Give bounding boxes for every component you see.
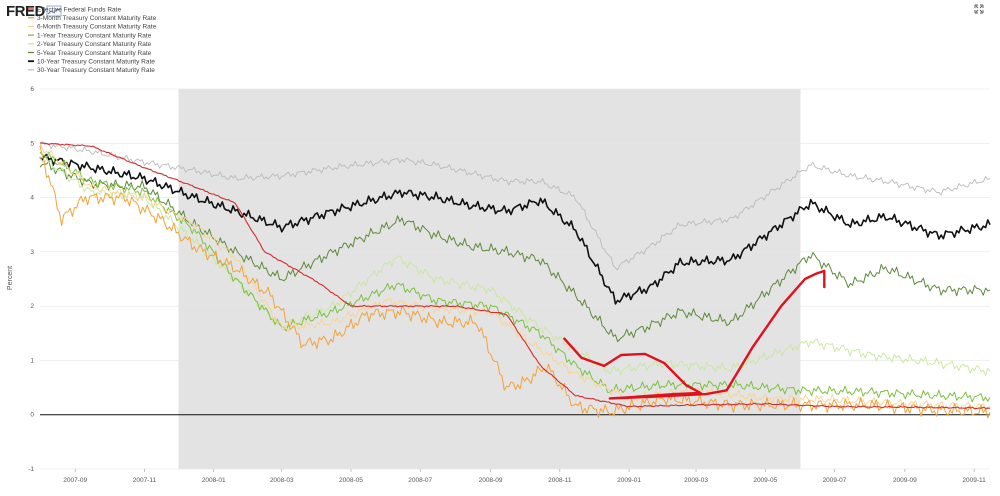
x-tick-label: 2008-03 — [270, 477, 294, 484]
header: FRED Effective Federal Funds Rate 3-Month… — [6, 3, 984, 74]
y-tick-label: 3 — [30, 249, 34, 256]
legend-label: 2-Year Treasury Constant Maturity Rate — [37, 41, 152, 48]
legend-label: 30-Year Treasury Constant Maturity Rate — [37, 67, 155, 74]
y-tick-label: 6 — [30, 86, 34, 93]
series-line-effective-federal-funds-rate — [40, 142, 990, 410]
legend-label: Effective Federal Funds Rate — [37, 6, 121, 13]
legend-item[interactable]: 1-Year Treasury Constant Maturity Rate — [28, 32, 152, 39]
series-line-3-month-treasury-constant-maturity-rate — [39, 145, 991, 419]
legend-item[interactable]: 6-Month Treasury Constant Maturity Rate — [28, 24, 157, 31]
y-tick-label: 2 — [30, 303, 34, 310]
legend-item[interactable]: 10-Year Treasury Constant Maturity Rate — [28, 59, 155, 66]
recession-shading — [178, 89, 801, 469]
x-tick-label: 2009-01 — [617, 477, 641, 484]
x-tick-label: 2009-03 — [684, 477, 708, 484]
legend-item[interactable]: 5-Year Treasury Constant Maturity Rate — [28, 50, 152, 57]
fred-logo-icon — [46, 5, 62, 17]
legend-item[interactable]: 2-Year Treasury Constant Maturity Rate — [28, 41, 152, 48]
gridlines — [40, 88, 990, 470]
y-tick-label: 0 — [30, 412, 34, 419]
legend-item[interactable]: 30-Year Treasury Constant Maturity Rate — [28, 67, 155, 74]
fred-logo: FRED — [6, 3, 46, 20]
hand-drawn-annotation — [563, 269, 826, 400]
series-line-30-year-treasury-constant-maturity-rate — [39, 141, 991, 271]
x-tick-label: 2008-09 — [479, 477, 503, 484]
x-tick-label: 2007-09 — [63, 477, 87, 484]
x-tick-label: 2009-09 — [893, 477, 917, 484]
legend: Effective Federal Funds Rate 3-Month Trea… — [28, 6, 157, 74]
legend-label: 1-Year Treasury Constant Maturity Rate — [37, 32, 152, 39]
legend-label: 10-Year Treasury Constant Maturity Rate — [37, 59, 155, 66]
x-axis: 2007-09 2007-11 2008-01 2008-03 2008-05 2008-… — [63, 469, 986, 484]
x-tick-label: 2009-07 — [823, 477, 847, 484]
y-tick-label: 1 — [30, 357, 34, 364]
x-tick-label: 2009-05 — [753, 477, 777, 484]
annotation-layer — [563, 269, 826, 400]
series-line-10-year-treasury-constant-maturity-rate — [39, 153, 991, 305]
x-tick-label: 2008-01 — [202, 477, 226, 484]
y-axis-label: Percent — [7, 266, 14, 290]
x-tick-label: 2008-11 — [548, 477, 572, 484]
expand-arrows-icon[interactable] — [974, 4, 984, 14]
legend-item[interactable]: 3-Month Treasury Constant Maturity Rate — [28, 15, 157, 22]
y-tick-label: 4 — [30, 195, 34, 202]
x-tick-label: 2007-11 — [133, 477, 157, 484]
series-layer — [39, 141, 991, 419]
x-tick-label: 2009-11 — [962, 477, 986, 484]
legend-label: 3-Month Treasury Constant Maturity Rate — [37, 15, 157, 22]
legend-label: 5-Year Treasury Constant Maturity Rate — [37, 50, 152, 57]
y-axis: -1 0 1 2 3 4 5 6 — [28, 86, 34, 473]
series-line-1-year-treasury-constant-maturity-rate — [39, 151, 991, 403]
y-tick-label: -1 — [28, 466, 34, 473]
legend-item[interactable]: Effective Federal Funds Rate — [28, 6, 121, 13]
x-tick-label: 2008-07 — [408, 477, 432, 484]
series-line-6-month-treasury-constant-maturity-rate — [39, 143, 991, 412]
legend-label: 6-Month Treasury Constant Maturity Rate — [37, 24, 157, 31]
y-tick-label: 5 — [30, 140, 34, 147]
series-line-2-year-treasury-constant-maturity-rate — [39, 156, 991, 377]
x-tick-label: 2008-05 — [339, 477, 363, 484]
